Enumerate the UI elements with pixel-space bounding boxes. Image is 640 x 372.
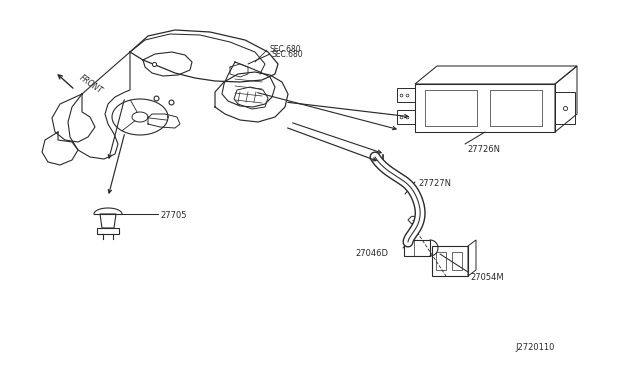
Text: SEC.680: SEC.680 [270, 45, 301, 54]
Text: 27726N: 27726N [467, 145, 500, 154]
Text: 27705: 27705 [160, 211, 186, 220]
Text: 27727N: 27727N [418, 179, 451, 188]
Text: 27046D: 27046D [355, 249, 388, 258]
Text: J2720110: J2720110 [516, 343, 555, 352]
Text: FRONT: FRONT [78, 74, 104, 96]
Text: SEC.680: SEC.680 [272, 50, 303, 59]
Text: 27054M: 27054M [470, 273, 504, 282]
